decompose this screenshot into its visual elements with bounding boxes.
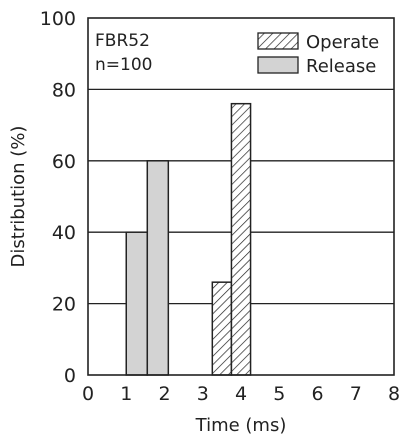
bars-group [125,102,252,376]
plot-frame [87,17,395,376]
x-tick-label: 7 [350,383,362,405]
x-tick-label: 1 [120,383,132,405]
legend: Operate Release [257,32,379,77]
x-tick-label: 2 [158,383,170,405]
y-tick-label: 80 [52,79,76,101]
bar-release [146,160,170,376]
y-tick-labels: 0 20 40 60 80 100 [40,8,76,387]
y-tick-label: 0 [64,365,76,387]
y-axis-label: Distribution (%) [8,126,29,268]
x-tick-label: 4 [235,383,247,405]
bar-operate [230,102,252,376]
y-tick-label: 100 [40,8,76,30]
relay-model-label: FBR52 [95,31,150,51]
legend-label-release: Release [306,56,376,77]
legend-swatch-release [257,56,299,74]
sample-size-label: n=100 [95,55,152,75]
x-tick-label: 0 [82,383,94,405]
x-tick-label: 6 [311,383,323,405]
bar-operate [211,281,233,376]
legend-label-operate: Operate [306,32,379,53]
x-tick-label: 3 [197,383,209,405]
x-tick-label: 5 [273,383,285,405]
x-tick-labels: 0 1 2 3 4 5 6 7 8 [82,383,400,405]
x-tick-label: 8 [388,383,400,405]
y-tick-label: 40 [52,222,76,244]
x-axis-label: Time (ms) [195,415,287,436]
legend-swatch-operate [257,32,299,50]
y-tick-label: 20 [52,294,76,316]
bar-release [125,231,149,376]
y-tick-label: 60 [52,151,76,173]
